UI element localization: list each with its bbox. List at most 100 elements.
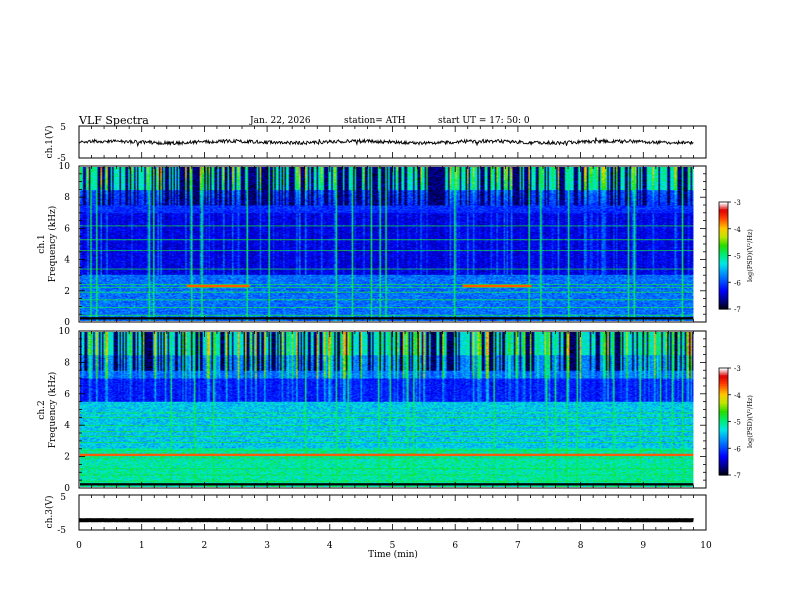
colorbar-segment [719,473,728,476]
colorbar-tick-label: -6 [734,445,741,453]
freq-tick-label: 0 [64,484,70,494]
ch1-spectrogram-ticks: 0 2 4 6 8 10 [59,162,707,328]
ch1-ylabel-line2: Frequency (kHz) [47,206,58,283]
colorbar-segment [719,391,728,394]
colorbar-segment [719,239,728,242]
colorbar-segment [719,303,728,307]
time-tick-label: 1 [139,541,145,551]
colorbar-segment [719,287,728,290]
ch1-waveform-ticks [78,126,707,158]
colorbar-segment [719,255,728,258]
freq-tick-label: 8 [64,358,70,368]
colorbar-segment [719,273,728,276]
colorbar-segment [719,368,728,371]
colorbar-segment [719,218,728,221]
station-label: station= ATH [344,116,406,126]
colorbar-tick-label: -3 [734,365,741,373]
colorbar-segment [719,432,728,435]
colorbar-segment [719,214,728,217]
colorbar-segment [719,437,728,440]
ch3-ytick-top: 5 [60,493,66,503]
ch1-ylabel-line1: ch.1 [37,234,47,253]
colorbar-segment [719,380,728,383]
time-tick-label: 2 [202,541,208,551]
freq-tick-label: 0 [64,318,70,328]
freq-tick-label: 4 [64,256,70,266]
colorbar-segment [719,376,728,380]
colorbar-segment [719,284,728,287]
colorbar-segment [719,278,728,282]
ch2-ylabel-line2: Frequency (kHz) [47,372,58,449]
colorbar-segment [719,457,728,460]
ch2-spectrogram-panel: 0 2 4 6 8 10 ch.2 Frequency (kHz) -3 -4 -5 -6 -7 l… [37,327,754,494]
ch2-spectrogram-ylabel-channel: ch.2 [37,400,47,419]
colorbar-tick-label: -3 [734,199,741,207]
colorbar-segment [719,276,728,280]
colorbar-segment [719,435,728,439]
colorbar-segment [719,202,728,205]
ch1-colorbar: -3 -4 -5 -6 -7 log(PSD)(V²/Hz) [718,199,754,314]
colorbar-segment [719,433,728,437]
colorbar-segment [719,209,728,212]
colorbar-segment [719,298,728,301]
colorbar-segment [719,430,728,433]
colorbar-segment [719,216,728,219]
colorbar-segment [719,234,728,237]
colorbar-segment [719,466,728,469]
colorbar-segment [719,259,728,262]
colorbar-segment [719,251,728,255]
colorbar-segment [719,282,728,285]
chart-title: VLF Spectra [78,114,149,127]
colorbar-segment [719,275,728,278]
colorbar-segment [719,296,728,299]
ch1-ytick-bottom: -5 [57,154,66,164]
time-tick-label: 3 [264,541,270,551]
colorbar-segment [719,219,728,223]
freq-tick-label: 4 [64,421,70,431]
freq-tick-label: 6 [64,224,70,234]
colorbar-segment [719,378,728,382]
time-tick-label: 0 [76,541,82,551]
time-tick-label: 6 [452,541,458,551]
colorbar-segment [719,225,728,228]
time-axis-tick-labels: 0 1 2 3 4 5 6 7 8 9 10 [76,541,712,551]
colorbar-segment [719,409,728,412]
colorbar-segment [719,469,728,473]
freq-tick-label: 2 [64,453,70,463]
ch3-waveform-ylabel: ch.3(V) [44,496,55,529]
colorbar-segment [719,410,728,414]
colorbar-segment [719,300,728,303]
ch3-waveform-panel: 5 -5 ch.3(V) [44,493,707,536]
ch3-waveform-ticks [78,495,707,530]
colorbar-segment [719,412,728,415]
colorbar-tick-label: -7 [734,472,741,480]
colorbar-segment [719,226,728,230]
colorbar-segment [719,448,728,451]
colorbar-segment [719,401,728,405]
colorbar-segment [719,396,728,399]
colorbar-segment [719,419,728,423]
colorbar-segment [719,285,728,289]
colorbar-segment [719,439,728,442]
ch2-spectrogram-ylabel-unit: Frequency (kHz) [47,372,58,449]
freq-tick-label: 10 [59,162,71,172]
colorbar-segment [719,450,728,453]
colorbar-segment [719,373,728,376]
colorbar-segment [719,246,728,249]
colorbar-segment [719,210,728,214]
colorbar-segment [719,260,728,264]
colorbar-segment [719,458,728,462]
colorbar-segment [719,416,728,419]
colorbar-segment [719,237,728,241]
colorbar-label: log(PSD)(V²/Hz) [746,395,754,448]
colorbar-segment [719,248,728,251]
time-tick-label: 7 [515,541,521,551]
colorbar-segment [719,250,728,253]
colorbar-segment [719,230,728,233]
ch2-spectrogram-image [80,332,694,487]
colorbar-segment [719,369,728,373]
start-ut-label: start UT = 17: 50: 0 [438,116,530,126]
colorbar-segment [719,232,728,235]
colorbar-segment [719,385,728,389]
freq-tick-label: 6 [64,390,70,400]
